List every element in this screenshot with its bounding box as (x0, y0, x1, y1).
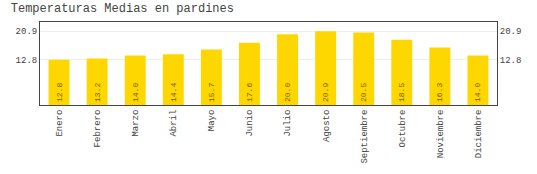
svg-text:20.5: 20.5 (359, 83, 368, 102)
svg-text:Diciembre: Diciembre (474, 110, 484, 159)
svg-text:14.0: 14.0 (473, 83, 482, 102)
svg-text:Junio: Junio (245, 110, 255, 137)
svg-text:Temperaturas Medias en pardine: Temperaturas Medias en pardines (11, 2, 234, 16)
svg-text:12.8: 12.8 (16, 56, 38, 66)
svg-text:15.7: 15.7 (207, 83, 216, 102)
svg-text:17.6: 17.6 (245, 83, 254, 102)
svg-text:14.4: 14.4 (169, 83, 178, 102)
svg-text:Septiembre: Septiembre (360, 110, 370, 164)
svg-text:Enero: Enero (55, 110, 65, 137)
svg-text:20.9: 20.9 (16, 27, 38, 37)
svg-text:Agosto: Agosto (322, 110, 332, 142)
svg-text:Febrero: Febrero (93, 110, 103, 148)
svg-text:Mayo: Mayo (207, 110, 217, 132)
svg-text:12.8: 12.8 (55, 83, 64, 102)
svg-text:Julio: Julio (283, 110, 293, 137)
svg-text:Abril: Abril (169, 110, 179, 137)
svg-text:12.8: 12.8 (500, 56, 522, 66)
svg-text:13.2: 13.2 (93, 83, 102, 102)
svg-text:14.0: 14.0 (131, 83, 140, 102)
svg-text:16.3: 16.3 (435, 83, 444, 102)
svg-text:Marzo: Marzo (131, 110, 141, 137)
svg-text:Octubre: Octubre (398, 110, 408, 148)
svg-text:18.5: 18.5 (397, 83, 406, 102)
svg-text:Noviembre: Noviembre (436, 110, 446, 159)
svg-text:20.9: 20.9 (500, 27, 522, 37)
svg-text:20.0: 20.0 (283, 83, 292, 102)
svg-text:20.9: 20.9 (321, 83, 330, 102)
